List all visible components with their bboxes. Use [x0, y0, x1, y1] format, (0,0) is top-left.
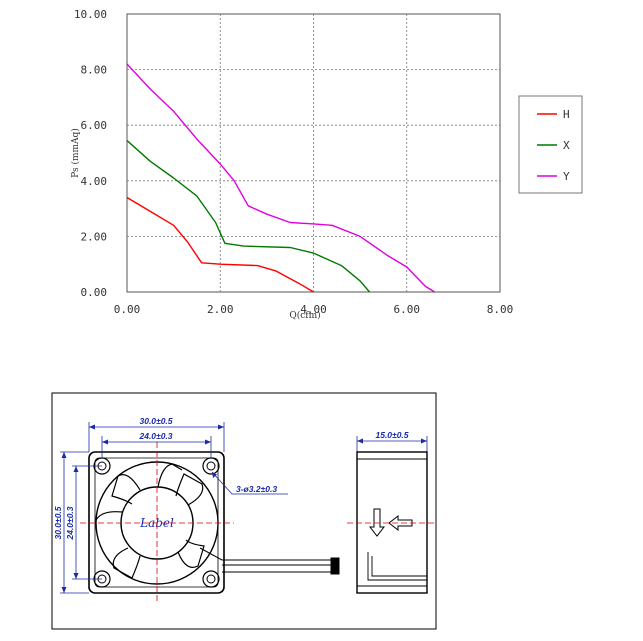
arrowhead [61, 587, 67, 593]
hole-leader-line [211, 471, 288, 495]
series-line-h [126, 196, 314, 293]
arrowhead [205, 439, 211, 445]
y-tick-labels: 0.00 2.00 4.00 6.00 8.00 10.00 [74, 8, 107, 299]
dim-height-inner: 24.0±0.3 [65, 506, 75, 540]
dim-width-inner: 24.0±0.3 [138, 431, 172, 441]
dimension-arrows [61, 424, 427, 593]
x-axis-label: Q(cfm) [289, 310, 320, 321]
y-tick-label: 10.00 [74, 8, 107, 21]
rotation-arrow-icon [368, 508, 386, 537]
x-tick-label: 6.00 [394, 303, 421, 316]
x-tick-label: 8.00 [487, 303, 514, 316]
arrowhead [61, 452, 67, 458]
lead-wire [199, 547, 339, 573]
arrowhead [89, 424, 95, 430]
plot-area: 0.00 2.00 4.00 6.00 8.00 0.00 2.00 4.00 6.00 8.0… [70, 8, 513, 321]
side-housing [356, 451, 428, 594]
y-tick-label: 2.00 [81, 230, 108, 243]
x-tick-label: 0.00 [114, 303, 141, 316]
fan-blade [177, 539, 205, 568]
series-lines [126, 63, 436, 293]
series-line-y [126, 63, 436, 293]
arrowhead [218, 424, 224, 430]
fan-side-view [347, 451, 437, 594]
arrowhead [102, 439, 108, 445]
arrowhead [357, 438, 363, 444]
fan-blade [111, 474, 141, 505]
mounting-hole-inner [206, 574, 216, 584]
legend-items: H X Y [537, 108, 570, 183]
fan-blades [95, 463, 205, 579]
fan-blade [157, 463, 183, 488]
dim-holes: 3-ø3.2±0.3 [236, 484, 277, 494]
fan-dimension-drawing: Label [51, 392, 437, 630]
mounting-hole [202, 570, 220, 588]
fan-blade [112, 547, 141, 579]
x-tick-labels: 0.00 2.00 4.00 6.00 8.00 [114, 303, 514, 316]
airflow-arrow-icon [388, 514, 413, 532]
dim-depth: 15.0±0.5 [375, 430, 408, 440]
legend-label: Y [563, 170, 570, 183]
x-tick-label: 4.00 [300, 303, 327, 316]
wire-connector [330, 557, 340, 575]
series-line-x [126, 139, 371, 293]
dimension-lines [60, 422, 428, 594]
center-lines [80, 442, 234, 604]
y-tick-label: 4.00 [81, 175, 108, 188]
x-tick-label: 2.00 [207, 303, 234, 316]
legend: H X Y [518, 95, 583, 194]
fan-blade [95, 511, 123, 521]
y-tick-label: 0.00 [81, 286, 108, 299]
arrowhead [73, 573, 79, 579]
lead-wires [199, 547, 340, 575]
drawing-frame [51, 392, 437, 630]
arrowhead [421, 438, 427, 444]
side-wire-exit [367, 552, 427, 581]
fan-front-view: Label [80, 442, 340, 604]
mounting-hole-inner [206, 461, 216, 471]
y-tick-label: 8.00 [81, 64, 108, 77]
y-tick-label: 6.00 [81, 119, 108, 132]
dim-height-outer: 30.0±0.5 [53, 506, 63, 539]
dim-width-outer: 30.0±0.5 [139, 416, 172, 426]
legend-label: H [563, 108, 570, 121]
legend-label: X [563, 139, 570, 152]
side-wire-exit [371, 556, 427, 577]
arrowhead [73, 466, 79, 472]
fan-housing [88, 451, 225, 594]
fan-blade [175, 473, 204, 506]
plot-frame [126, 13, 501, 293]
arrowhead [212, 472, 217, 478]
y-axis-label: Ps (mmAq) [70, 128, 81, 178]
mounting-hole [202, 457, 220, 475]
